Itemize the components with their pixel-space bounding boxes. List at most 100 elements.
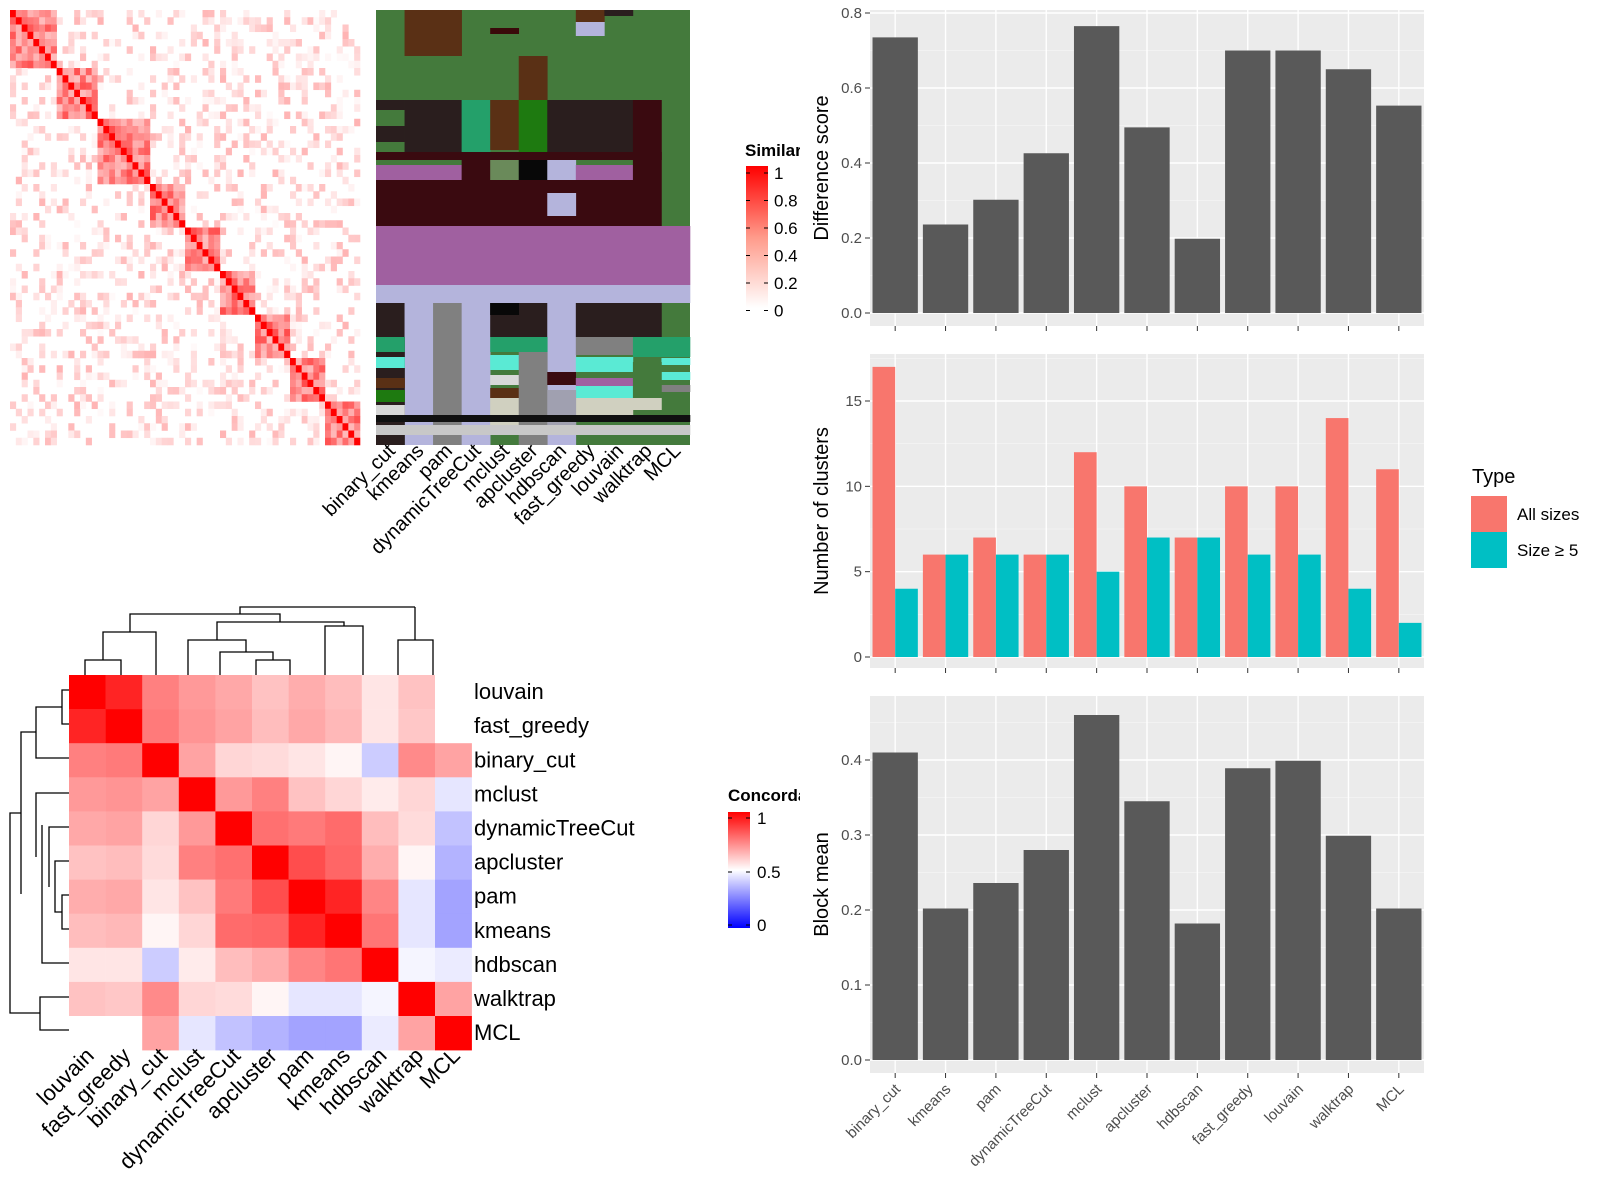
similarity-cell — [50, 184, 57, 192]
bar-size-ge5 — [1046, 554, 1069, 657]
similarity-cell — [167, 278, 174, 286]
similarity-cell — [185, 256, 192, 265]
similarity-cell — [202, 53, 209, 62]
cluster-assignment-cell — [376, 100, 405, 110]
similarity-cell — [103, 155, 110, 163]
similarity-cell — [91, 75, 98, 83]
similarity-cell — [313, 379, 320, 388]
similarity-cell — [74, 17, 81, 25]
similarity-cell — [284, 234, 291, 243]
similarity-cell — [39, 31, 46, 40]
similarity-cell — [150, 104, 157, 112]
similarity-cell — [161, 336, 168, 344]
similarity-cell — [196, 227, 203, 236]
similarity-cell — [243, 97, 250, 105]
similarity-cell — [266, 408, 273, 417]
similarity-cell — [237, 82, 244, 91]
similarity-cell — [196, 111, 203, 120]
concordance-cell — [288, 947, 326, 983]
similarity-cell — [313, 46, 320, 54]
similarity-cell — [208, 379, 215, 388]
similarity-cell — [144, 401, 151, 410]
similarity-cell — [249, 300, 256, 308]
concordance-row-label: MCL — [474, 1020, 520, 1045]
similarity-cell — [150, 184, 157, 192]
y-tick-label: 0.2 — [841, 230, 862, 247]
similarity-cell — [173, 82, 180, 91]
similarity-cell — [39, 285, 46, 294]
similarity-cell — [284, 75, 291, 83]
similarity-cell — [62, 68, 69, 76]
bar-all-sizes — [922, 554, 946, 657]
similarity-cell — [56, 97, 63, 105]
y-tick-label: 10 — [845, 478, 862, 495]
similarity-cell — [138, 53, 145, 62]
legend-label-all-sizes: All sizes — [1517, 505, 1579, 524]
similarity-cell — [74, 278, 81, 286]
cluster-assignment-cell — [547, 372, 577, 385]
concordance-cells — [69, 675, 472, 1051]
similarity-cell — [179, 220, 186, 228]
similarity-cell — [255, 111, 262, 120]
similarity-cell — [249, 379, 256, 388]
similarity-cell — [185, 263, 192, 272]
similarity-cell — [290, 242, 297, 250]
similarity-cell — [354, 437, 361, 446]
similarity-cell — [15, 314, 22, 323]
similarity-cell — [80, 147, 87, 156]
concordance-cell — [252, 777, 289, 812]
concordance-cell — [105, 811, 143, 846]
similarity-cell — [290, 329, 297, 337]
similarity-cell — [313, 423, 320, 431]
similarity-cell — [120, 118, 127, 127]
similarity-cell — [243, 300, 250, 308]
similarity-cell — [150, 46, 157, 54]
similarity-cell — [97, 169, 104, 178]
similarity-cell — [50, 162, 57, 170]
concordance-cell — [361, 947, 399, 983]
cluster-assignment-cell — [376, 285, 691, 303]
similarity-cell — [284, 358, 291, 366]
similarity-cell — [290, 321, 297, 330]
similarity-cell — [33, 430, 40, 439]
similarity-cell — [301, 285, 308, 294]
similarity-cell — [74, 372, 81, 381]
similarity-cell — [10, 249, 17, 257]
similarity-cell — [109, 408, 116, 417]
similarity-cell — [56, 365, 63, 373]
similarity-cell — [15, 24, 22, 33]
similarity-cell — [243, 394, 250, 402]
y-tick-label: 0.2 — [841, 902, 862, 919]
similarity-cell — [290, 394, 297, 402]
similarity-cell — [126, 314, 133, 323]
similarity-cell — [325, 140, 332, 149]
row-dendrogram — [9, 689, 69, 1031]
similarity-cell — [50, 271, 57, 279]
similarity-cell — [97, 17, 104, 25]
similarity-cell — [50, 46, 57, 54]
similarity-cell — [220, 430, 227, 439]
similarity-cell — [21, 234, 28, 243]
similarity-cell — [10, 292, 17, 301]
similarity-cell — [97, 133, 104, 141]
concordance-cell — [361, 981, 399, 1017]
similarity-cell — [15, 60, 22, 69]
similarity-cell — [225, 329, 232, 337]
similarity-cell — [161, 423, 168, 431]
y-tick-label: 0.1 — [841, 977, 862, 994]
similarity-cell — [301, 97, 308, 105]
similarity-cell — [185, 162, 192, 170]
similarity-cell — [325, 430, 332, 439]
similarity-cell — [74, 307, 81, 315]
similarity-cell — [85, 416, 92, 424]
similarity-cell — [126, 191, 133, 199]
similarity-cell — [144, 300, 151, 308]
bar-size-ge5 — [1298, 554, 1321, 657]
concordance-column-label: MCL — [414, 1043, 465, 1094]
similarity-cell — [278, 97, 285, 105]
similarity-cell — [179, 423, 186, 431]
similarity-cell — [272, 31, 279, 40]
similarity-cell — [249, 350, 256, 359]
similarity-cell — [266, 321, 273, 330]
similarity-cell — [336, 169, 343, 178]
